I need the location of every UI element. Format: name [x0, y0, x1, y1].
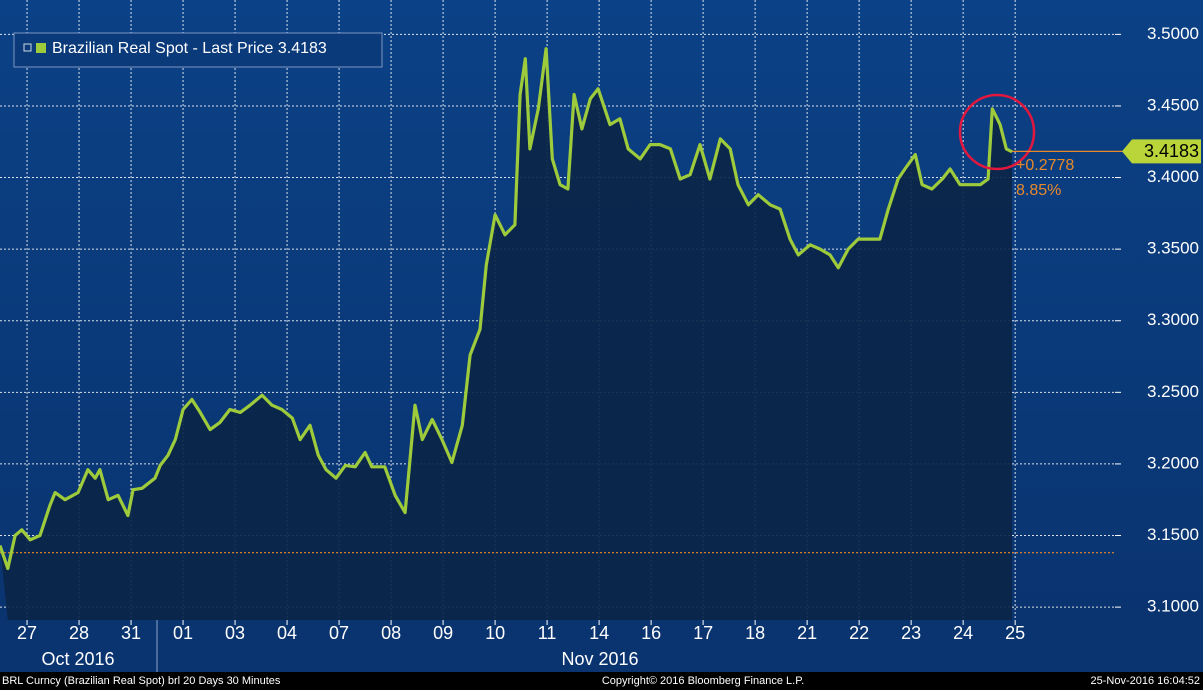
line	[0, 47, 1013, 571]
x-tick-label: 08	[381, 623, 401, 643]
footer-band	[0, 672, 1203, 690]
y-tick-label: 3.4500	[1147, 95, 1199, 114]
y-tick-label: 3.4000	[1147, 167, 1199, 186]
x-tick-label: 14	[589, 623, 609, 643]
legend-box	[13, 32, 383, 68]
y-tick-label: 3.2000	[1147, 453, 1199, 472]
x-tick-label: 31	[121, 623, 141, 643]
axis-band	[0, 620, 1203, 672]
x-tick-label: 25	[1005, 623, 1025, 643]
legend-swatch	[36, 43, 46, 53]
area	[0, 48, 1012, 620]
x-tick-label: 10	[485, 623, 505, 643]
x-tick-label: 16	[641, 623, 661, 643]
x-group-label: Nov 2016	[561, 649, 638, 669]
y-tick-label: 3.1500	[1147, 525, 1199, 544]
footer-center: Copyright© 2016 Bloomberg Finance L.P.	[602, 675, 804, 687]
change-pct-label: 8.85%	[1016, 182, 1061, 199]
y-tick-label: 3.1000	[1147, 597, 1199, 616]
x-tick-label: 17	[693, 623, 713, 643]
x-tick-label: 21	[797, 623, 817, 643]
footer-right: 25-Nov-2016 16:04:52	[1091, 675, 1200, 687]
y-tick-label: 3.3500	[1147, 239, 1199, 258]
legend-label: Brazilian Real Spot - Last Price 3.4183	[52, 40, 327, 57]
x-tick-label: 24	[953, 623, 973, 643]
last-price-label: 3.4183	[1144, 141, 1199, 161]
x-tick-label: 28	[69, 623, 89, 643]
x-group-label: Oct 2016	[41, 649, 114, 669]
footer-left: BRL Curncy (Brazilian Real Spot) brl 20 …	[2, 675, 281, 687]
x-tick-label: 04	[277, 623, 297, 643]
legend-last-price: 3.4183	[278, 40, 327, 57]
x-tick-label: 11	[538, 623, 557, 643]
y-tick-label: 3.2500	[1147, 382, 1199, 401]
highlight-circle	[958, 93, 1036, 171]
legend-name: Brazilian Real Spot - Last Price	[52, 40, 274, 57]
legend-toggle	[23, 43, 32, 52]
x-tick-label: 01	[173, 623, 193, 643]
x-tick-label: 22	[849, 623, 869, 643]
x-tick-label: 27	[17, 623, 37, 643]
x-tick-label: 23	[901, 623, 921, 643]
change-label: +0.2778	[1016, 157, 1074, 174]
x-tick-label: 18	[745, 623, 765, 643]
last-price-tag	[1122, 139, 1201, 164]
y-tick-label: 3.5000	[1147, 24, 1199, 43]
x-tick-label: 09	[433, 623, 453, 643]
x-tick-label: 07	[329, 623, 349, 643]
x-tick-label: 03	[225, 623, 245, 643]
y-tick-label: 3.3000	[1147, 310, 1199, 329]
